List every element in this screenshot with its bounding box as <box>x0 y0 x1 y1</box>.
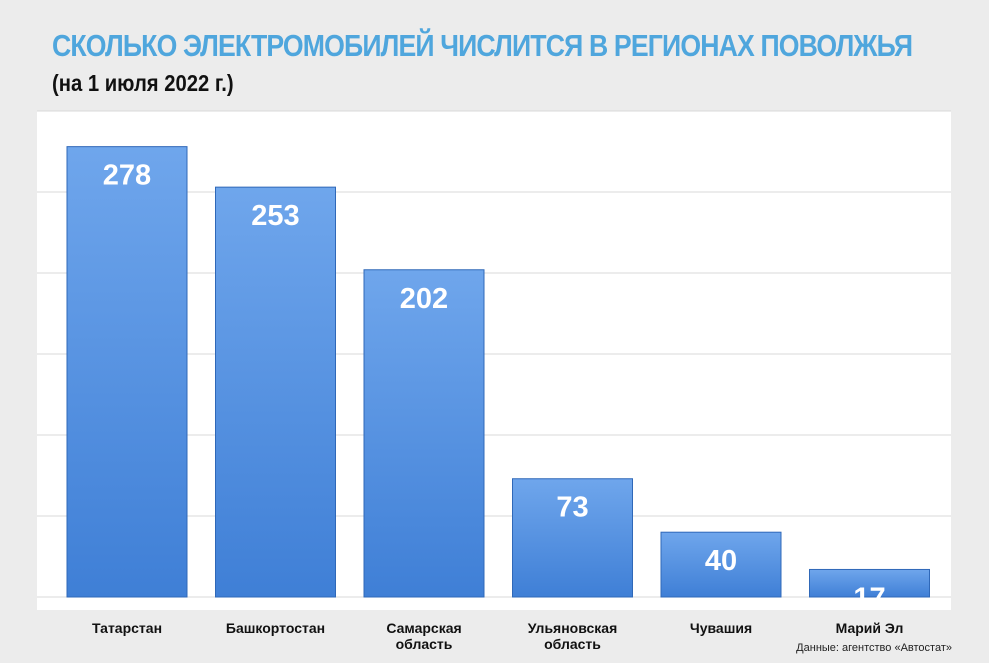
category-label: Марий Эл <box>836 620 904 636</box>
bar <box>660 531 782 598</box>
plot-area: 278 Татарстан 253 Башкортостан 202 Самарская о… <box>37 110 951 652</box>
chart-subtitle: (на 1 июля 2022 г.) <box>52 70 234 96</box>
data-label: 40 <box>705 545 737 577</box>
data-label: 253 <box>251 200 299 232</box>
bar <box>512 478 633 598</box>
bar-chart: 278 Татарстан 253 Башкортостан 202 Самарская о… <box>37 110 951 652</box>
category-label: Самарская область <box>386 620 461 652</box>
bar <box>66 146 188 598</box>
data-label: 278 <box>103 160 151 192</box>
bar <box>215 186 336 598</box>
data-label: 202 <box>400 283 448 315</box>
data-label: 73 <box>556 492 588 524</box>
bar <box>363 269 485 598</box>
bar <box>809 568 930 598</box>
category-label: Татарстан <box>92 620 162 636</box>
category-label: Чувашия <box>690 620 752 636</box>
data-label: 17 <box>853 582 885 614</box>
chart-title: СКОЛЬКО ЭЛЕКТРОМОБИЛЕЙ ЧИСЛИТСЯ В РЕГИОН… <box>52 28 913 63</box>
source-note: Данные: агентство «Автостат» <box>796 642 952 654</box>
category-label: Башкортостан <box>226 620 325 636</box>
category-label: Ульяновская область <box>528 620 618 652</box>
